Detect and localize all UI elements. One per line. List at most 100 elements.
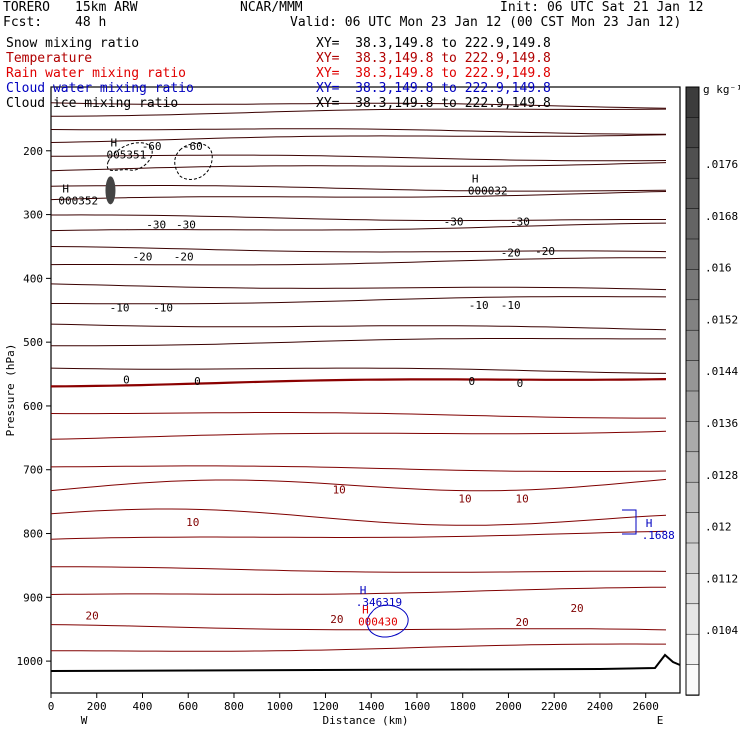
- x-tick-label: 800: [224, 700, 244, 713]
- contour-labels: -60 -60-30 -30 -30 -30-20 -20 -20 -20-10 -10 -10-…: [58, 136, 674, 637]
- temperature-label: -10: [153, 302, 173, 315]
- colorbar-segment: [686, 543, 699, 574]
- model-resolution: 15km ARW: [75, 1, 138, 15]
- snow-max-blob: [105, 176, 115, 204]
- y-tick-label: 500: [23, 336, 43, 349]
- temperature-label: -30: [176, 219, 196, 232]
- cross-section-chart: 0 200 400 600 800 1000 1200 1400 1600 1800 2000 220…: [0, 0, 740, 740]
- y-tick-label: 200: [23, 145, 43, 158]
- temperature-label: 0: [469, 375, 476, 388]
- colorbar-segment: [686, 482, 699, 513]
- y-tick-label: 700: [23, 464, 43, 477]
- terrain-line: [51, 655, 680, 671]
- temperature-label: 10: [186, 516, 199, 529]
- colorbar-tick-label: .0136: [705, 417, 738, 430]
- max-value: 005351: [106, 148, 146, 161]
- temperature-contour-line: [51, 297, 666, 304]
- colorbar-tick-label: .0112: [705, 572, 738, 585]
- temperature-contour-line: [51, 215, 666, 221]
- y-tick-label: 800: [23, 528, 43, 541]
- temperature-label: 20: [570, 602, 583, 615]
- temperature-contour-line: [51, 192, 666, 200]
- colorbar-segment: [686, 391, 699, 422]
- temperature-label: 0: [123, 374, 130, 387]
- temperature-contour-line: [51, 431, 666, 439]
- temperature-contour-line: [51, 509, 666, 525]
- temperature-label: -20: [535, 245, 555, 258]
- y-tick-label: 600: [23, 400, 43, 413]
- east-label: E: [657, 714, 664, 727]
- legend-xy: XY= 38.3,149.8 to 222.9,149.8: [316, 52, 551, 66]
- temperature-contour-line: [51, 567, 666, 573]
- colorbar-segment: [686, 604, 699, 635]
- colorbar-segment: [686, 148, 699, 179]
- colorbar-tick-label: .0152: [705, 313, 738, 326]
- max-value: 000352: [58, 194, 98, 207]
- y-axis-title: Pressure (hPa): [4, 344, 17, 437]
- temperature-contour-line: [51, 339, 666, 346]
- temperature-label: -10: [110, 302, 130, 315]
- temperature-label: -60: [183, 140, 203, 153]
- legend-xy: XY= 38.3,149.8 to 222.9,149.8: [316, 37, 551, 51]
- legend-name: Cloud ice mixing ratio: [6, 97, 178, 111]
- colorbar-tick-label: .0144: [705, 365, 738, 378]
- temperature-contour-line: [51, 129, 666, 135]
- temperature-contour-line: [51, 324, 666, 330]
- temperature-contour-line: [51, 531, 666, 539]
- colorbar-segment: [686, 361, 699, 392]
- colorbar-tick-label: .0176: [705, 158, 738, 171]
- colorbar-tick-label: .012: [705, 521, 732, 534]
- colorbar-segment: [686, 573, 699, 604]
- x-tick-label: 2200: [541, 700, 568, 713]
- temperature-label: 0: [517, 377, 524, 390]
- colorbar-tick-label: .016: [705, 262, 732, 275]
- legend-name: Snow mixing ratio: [6, 37, 139, 51]
- x-tick-label: 400: [133, 700, 153, 713]
- model-name: TORERO: [3, 1, 50, 15]
- max-value: 000430: [358, 615, 398, 628]
- temperature-label: -30: [444, 215, 464, 228]
- colorbar-tick-label: .0104: [705, 624, 738, 637]
- temperature-contour-line: [51, 466, 666, 472]
- colorbar-tick-label: .0168: [705, 210, 738, 223]
- west-label: W: [81, 714, 88, 727]
- legend-name: Cloud water mixing ratio: [6, 82, 194, 96]
- x-tick-label: 1800: [449, 700, 476, 713]
- max-value: 000032: [468, 185, 508, 198]
- x-tick-label: 0: [48, 700, 55, 713]
- temperature-contour-line: [51, 186, 666, 192]
- legend-name: Temperature: [6, 52, 92, 66]
- colorbar-segment: [686, 178, 699, 209]
- colorbar-tick-label: .0128: [705, 469, 738, 482]
- x-tick-label: 2000: [495, 700, 522, 713]
- x-tick-label: 1400: [358, 700, 385, 713]
- temperature-label: 20: [86, 610, 99, 623]
- colorbar-segment: [686, 452, 699, 483]
- temperature-contour-line: [51, 413, 666, 419]
- colorbar: .0176 .0168 .016 .0152 .0144 .0136 .0128 .012 .0…: [686, 83, 740, 696]
- temperature-contour-line: [51, 379, 666, 386]
- temperature-label: -10: [501, 299, 521, 312]
- x-tick-label: 1200: [312, 700, 339, 713]
- colorbar-segment: [686, 117, 699, 148]
- temperature-contour-line: [51, 644, 666, 651]
- colorbar-segment: [686, 513, 699, 544]
- legend-name: Rain water mixing ratio: [6, 67, 186, 81]
- temperature-label: -20: [133, 251, 153, 264]
- colorbar-segment: [686, 421, 699, 452]
- temperature-contour-line: [51, 284, 666, 290]
- y-tick-label: 1000: [17, 655, 44, 668]
- x-tick-label: 2400: [587, 700, 614, 713]
- x-tick-label: 200: [87, 700, 107, 713]
- temperature-contour-line: [51, 163, 666, 171]
- temperature-label: -10: [469, 299, 489, 312]
- init-time: Init: 06 UTC Sat 21 Jan 12: [500, 1, 704, 15]
- colorbar-segment: [686, 330, 699, 361]
- temperature-contours: [51, 103, 666, 651]
- center-name: NCAR/MMM: [240, 1, 303, 15]
- colorbar-units: g kg⁻¹: [703, 83, 740, 96]
- x-tick-label: 1600: [404, 700, 431, 713]
- colorbar-segment: [686, 300, 699, 331]
- temperature-label: 20: [330, 613, 343, 626]
- legend-xy: XY= 38.3,149.8 to 222.9,149.8: [316, 82, 551, 96]
